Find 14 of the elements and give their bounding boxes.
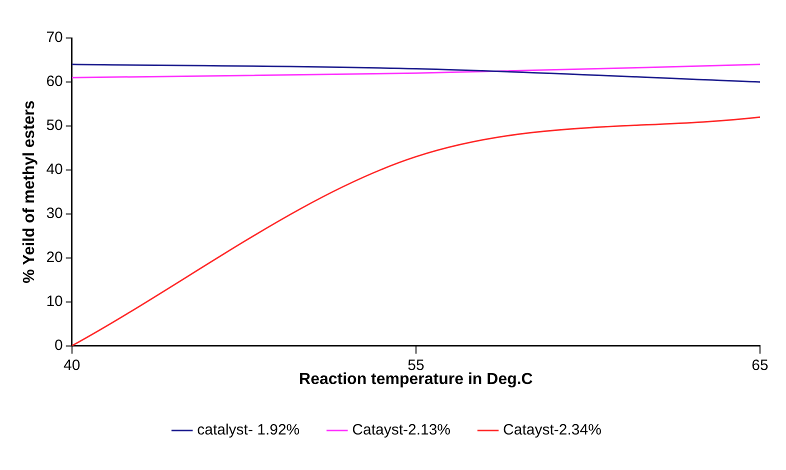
x-tick-label: 65	[752, 356, 768, 374]
legend-label: Catayst-2.34%	[503, 422, 602, 439]
y-axis-title: % Yeild of methyl esters	[21, 100, 38, 284]
y-tick-label: 40	[46, 161, 63, 178]
y-tick-label: 30	[46, 205, 63, 222]
y-tick-label: 0	[54, 336, 63, 354]
y-tick-label: 70	[46, 29, 63, 46]
x-tick-label: 40	[64, 356, 80, 374]
y-tick-label: 10	[46, 292, 63, 310]
y-tick-label: 50	[46, 117, 63, 134]
legend-label: catalyst- 1.92%	[197, 422, 300, 439]
y-tick-label: 60	[46, 73, 63, 90]
y-tick-label: 20	[46, 249, 63, 266]
legend-label: Catayst-2.13%	[352, 422, 451, 439]
